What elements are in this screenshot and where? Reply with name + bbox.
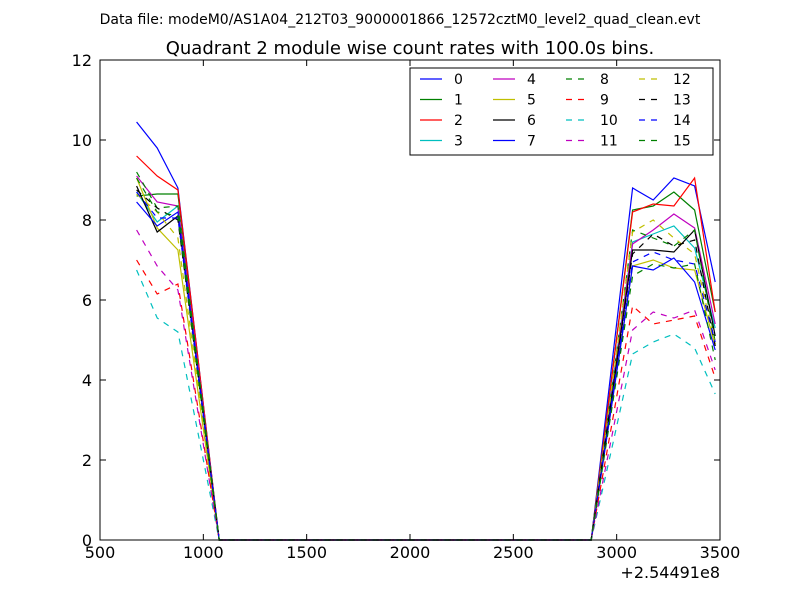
x-offset-label: +2.54491e8 — [620, 563, 720, 582]
series-line-0 — [136, 121, 716, 541]
y-tick-label: 4 — [82, 371, 92, 390]
legend-label-0: 0 — [454, 72, 463, 88]
legend-label-13: 13 — [673, 93, 691, 109]
series-line-5 — [136, 177, 716, 541]
y-tick-label: 12 — [72, 51, 92, 70]
series-line-4 — [136, 175, 716, 541]
y-tick-label: 10 — [72, 131, 92, 150]
legend-label-11: 11 — [600, 134, 618, 150]
legend-label-4: 4 — [527, 72, 536, 88]
x-tick-label: 2500 — [493, 543, 534, 562]
plot-lines — [136, 121, 716, 541]
y-tick-label: 6 — [82, 291, 92, 310]
x-tick-label: 500 — [85, 543, 116, 562]
y-tick-label: 8 — [82, 211, 92, 230]
chart-title: Quadrant 2 module wise count rates with … — [166, 38, 655, 59]
x-tick-label: 3500 — [700, 543, 741, 562]
legend-label-14: 14 — [673, 113, 691, 129]
x-tick-label: 3000 — [596, 543, 637, 562]
legend-label-7: 7 — [527, 134, 536, 150]
x-tick-label: 1500 — [286, 543, 327, 562]
legend-label-8: 8 — [600, 72, 609, 88]
legend-label-12: 12 — [673, 72, 691, 88]
y-tick-label: 2 — [82, 451, 92, 470]
legend-label-2: 2 — [454, 113, 463, 129]
series-line-2 — [136, 155, 716, 541]
series-line-10 — [136, 269, 716, 541]
series-line-15 — [136, 177, 716, 541]
legend-label-5: 5 — [527, 93, 536, 109]
legend-label-3: 3 — [454, 134, 463, 150]
x-tick-label: 2000 — [390, 543, 431, 562]
suptitle: Data file: modeM0/AS1A04_212T03_90000018… — [100, 12, 701, 28]
legend-label-6: 6 — [527, 113, 536, 129]
y-tick-label: 0 — [82, 531, 92, 550]
series-line-14 — [136, 191, 716, 541]
legend-label-9: 9 — [600, 93, 609, 109]
x-tick-label: 1000 — [183, 543, 224, 562]
legend-label-1: 1 — [454, 93, 463, 109]
series-line-7 — [136, 201, 716, 541]
legend-frame — [409, 67, 714, 156]
legend-label-15: 15 — [673, 134, 691, 150]
legend-label-10: 10 — [600, 113, 618, 129]
